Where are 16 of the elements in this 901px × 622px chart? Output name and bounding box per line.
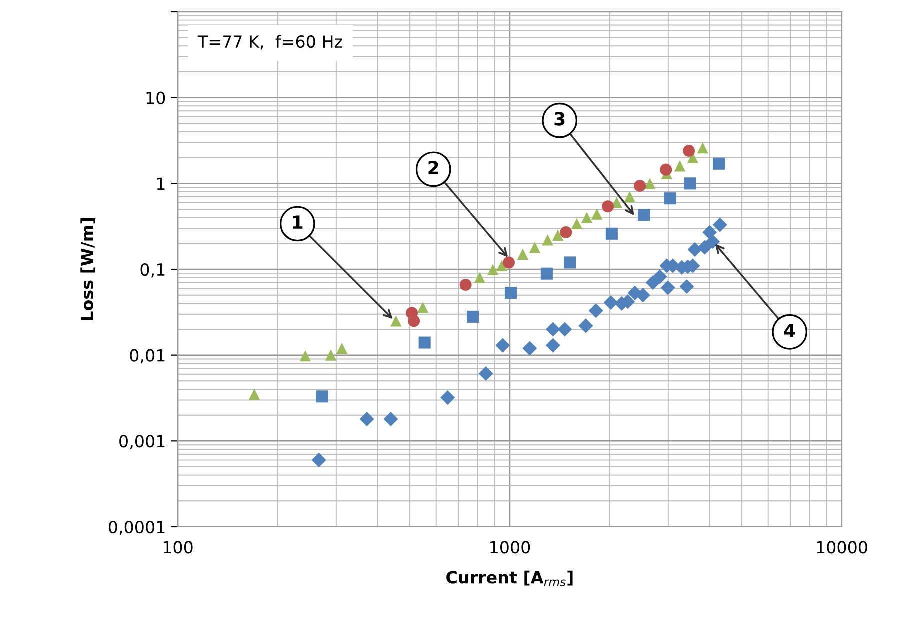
annotation: 2 (428, 161, 438, 174)
y-tick-label: 0,0001 (108, 520, 165, 536)
x-tick-label: 100 (164, 541, 193, 554)
y-axis-title: Loss [W/m] (80, 218, 96, 320)
x-tick-label: 10000 (817, 541, 868, 554)
x-tick-label: 1000 (490, 541, 530, 554)
y-tick-label: 0,01 (130, 349, 165, 364)
y-tick-label: 10 (146, 92, 166, 104)
annotation: 4 (784, 324, 796, 338)
y-tick-label: 0,001 (120, 435, 165, 450)
y-tick-label: 0,1 (140, 263, 165, 278)
annotation: 1 (293, 216, 303, 229)
x-axis-title: Current [A$_{rms}$] (446, 570, 573, 586)
y-tick-label: 1 (157, 178, 165, 190)
annotation: 3 (554, 112, 565, 126)
annotation: T=77 K, f=60 Hz (198, 35, 342, 50)
